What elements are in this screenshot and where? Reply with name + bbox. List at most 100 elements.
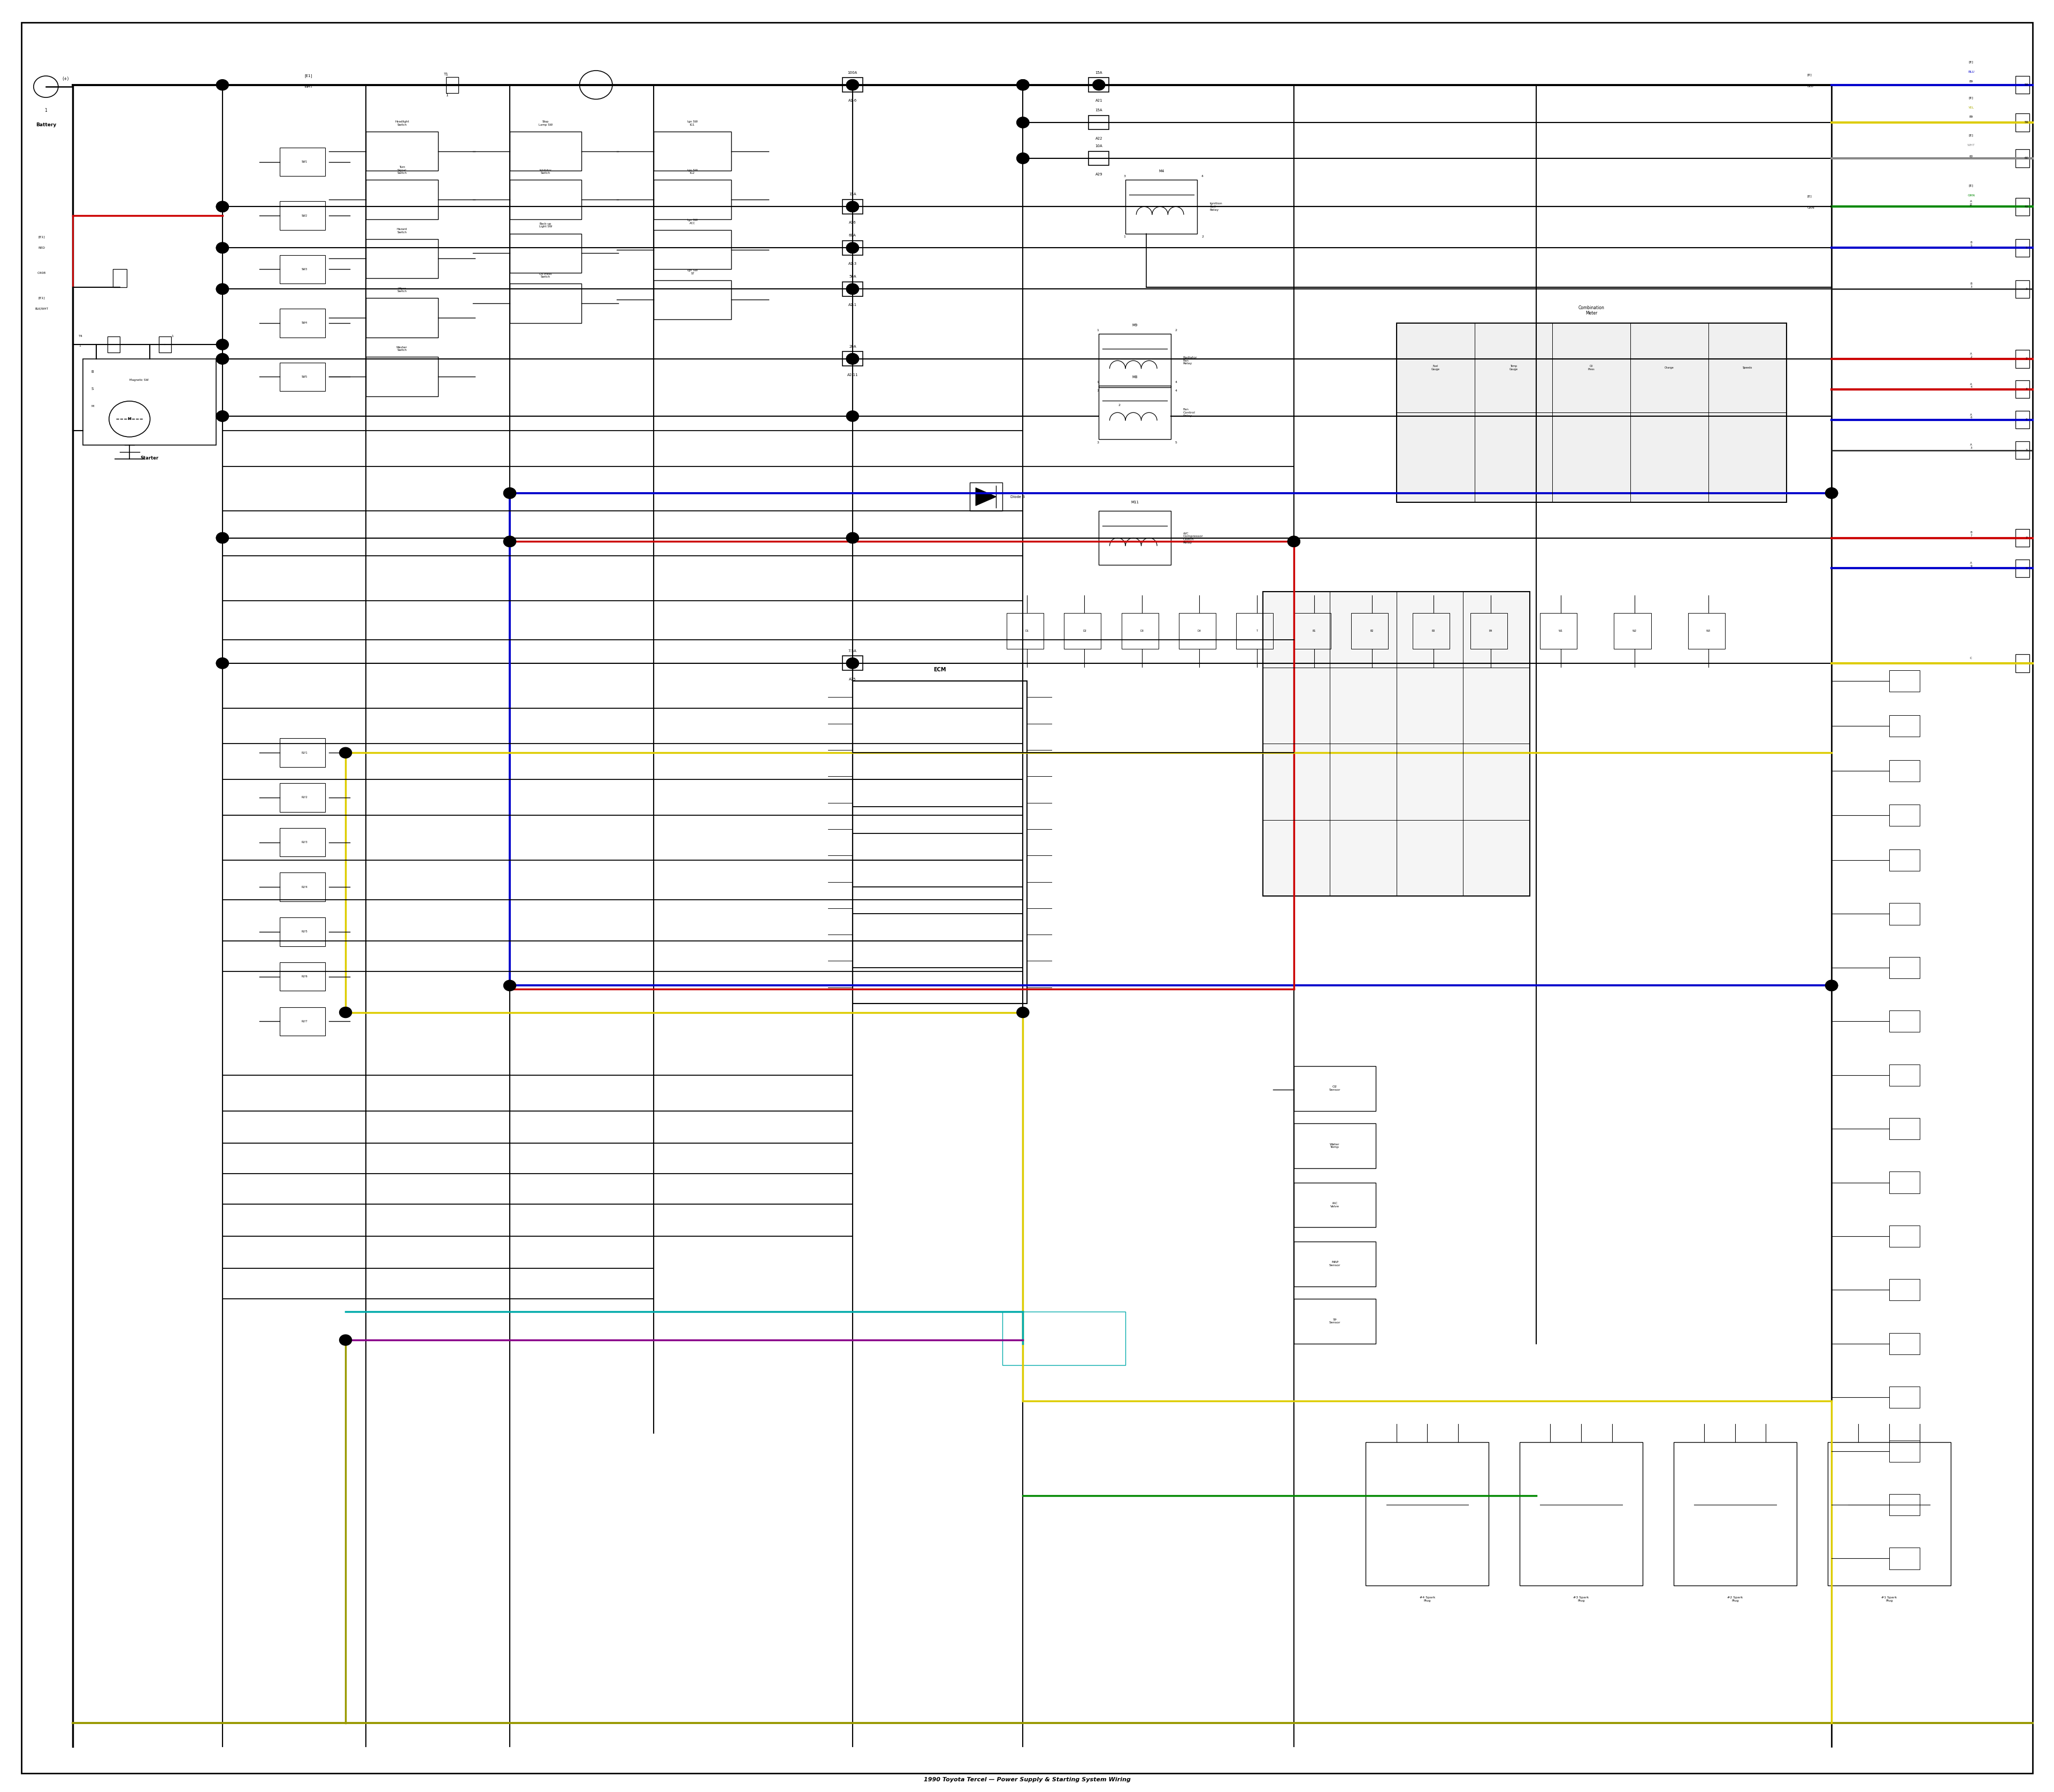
Bar [279, 201, 325, 229]
Text: SW1: SW1 [302, 161, 308, 163]
Bar [279, 254, 325, 283]
Text: 15A: 15A [1095, 109, 1103, 111]
Circle shape [503, 980, 516, 991]
Circle shape [339, 747, 351, 758]
Circle shape [216, 283, 228, 294]
Bar [2015, 197, 2029, 215]
Bar [158, 337, 170, 353]
Text: Hazard
Switch: Hazard Switch [396, 228, 407, 233]
Bar [1890, 1172, 1920, 1193]
Text: Stop
Lamp SW: Stop Lamp SW [538, 120, 553, 125]
Text: 3: 3 [2025, 289, 2027, 290]
Text: RED: RED [39, 247, 45, 249]
Bar [279, 873, 325, 901]
Bar [1089, 151, 1109, 165]
Text: Radiator
Fan
Relay: Radiator Fan Relay [1183, 357, 1197, 366]
Bar [509, 283, 581, 323]
Bar [1099, 385, 1171, 439]
Text: #2 Spark
Plug: #2 Spark Plug [1727, 1597, 1744, 1602]
Text: Combination
Meter: Combination Meter [1577, 305, 1604, 315]
Circle shape [1826, 487, 1838, 498]
Bar [653, 179, 731, 219]
Text: A
J2: A J2 [1970, 201, 1972, 206]
Text: SW5: SW5 [302, 375, 308, 378]
Text: 2: 2 [1117, 403, 1119, 407]
Text: Battery: Battery [35, 122, 55, 127]
Circle shape [216, 339, 228, 349]
Text: [E1]: [E1] [39, 297, 45, 299]
Text: B3: B3 [1432, 629, 1436, 633]
Text: 2: 2 [1202, 235, 1204, 238]
Text: 60: 60 [1970, 156, 1974, 158]
Text: 6: 6 [2025, 418, 2027, 421]
Bar [1294, 1242, 1376, 1287]
Text: RLY7: RLY7 [302, 1020, 308, 1023]
Circle shape [846, 353, 859, 364]
Text: 42: 42 [2025, 206, 2029, 208]
Text: TP
Sensor: TP Sensor [1329, 1319, 1341, 1324]
Circle shape [1017, 116, 1029, 127]
Text: Inhibitor
Switch: Inhibitor Switch [540, 168, 553, 174]
Text: Fuel
Gauge: Fuel Gauge [1432, 366, 1440, 371]
Bar [1890, 1118, 1920, 1140]
Text: [E]: [E] [1970, 185, 1974, 186]
Bar [1828, 1443, 1951, 1586]
Text: Ign SW
IG2: Ign SW IG2 [688, 168, 698, 174]
Bar [1688, 613, 1725, 649]
Text: A22: A22 [1095, 136, 1103, 140]
Text: Ignition
Coil
Relay: Ignition Coil Relay [1210, 202, 1222, 211]
Text: (+): (+) [62, 77, 70, 81]
Circle shape [216, 658, 228, 668]
Circle shape [846, 242, 859, 253]
Circle shape [216, 532, 228, 543]
Text: WHT: WHT [1968, 143, 1976, 147]
Bar [2015, 380, 2029, 398]
Text: W1: W1 [1559, 629, 1563, 633]
Text: Ign SW
IG1: Ign SW IG1 [688, 120, 698, 125]
Text: Magnetic SW: Magnetic SW [129, 378, 148, 382]
Bar [1294, 1183, 1376, 1228]
Bar [366, 297, 438, 337]
Bar [2015, 149, 2029, 167]
Bar [2015, 238, 2029, 256]
Text: Diode B: Diode B [1011, 495, 1025, 498]
Circle shape [1826, 980, 1838, 991]
Text: M9: M9 [1132, 323, 1138, 326]
Text: T1: T1 [444, 73, 448, 75]
Circle shape [846, 532, 859, 543]
Bar [366, 238, 438, 278]
Polygon shape [976, 487, 996, 505]
Circle shape [1826, 980, 1838, 991]
Text: M8: M8 [1132, 375, 1138, 378]
Text: Ign SW
ST: Ign SW ST [688, 269, 698, 274]
Text: Turn
Signal
Switch: Turn Signal Switch [396, 167, 407, 174]
Circle shape [216, 242, 228, 253]
Circle shape [1017, 152, 1029, 163]
Bar [2015, 349, 2029, 367]
Bar [1890, 849, 1920, 871]
Text: M11: M11 [1132, 500, 1138, 504]
Text: 1: 1 [45, 108, 47, 113]
Bar [842, 281, 863, 296]
Circle shape [846, 242, 859, 253]
Text: Oil Press
Switch: Oil Press Switch [540, 272, 553, 278]
Bar [2015, 441, 2029, 459]
Text: C408: C408 [37, 272, 45, 274]
Bar [1674, 1443, 1797, 1586]
Bar [1089, 77, 1109, 91]
Bar [1294, 613, 1331, 649]
Text: W2: W2 [1633, 629, 1637, 633]
Bar [1890, 670, 1920, 692]
Text: 3: 3 [1124, 176, 1126, 177]
Text: A2-11: A2-11 [846, 373, 859, 376]
Bar [1099, 511, 1171, 564]
Text: A2-1: A2-1 [848, 303, 857, 306]
Text: 1: 1 [170, 335, 173, 337]
Text: 15A: 15A [1095, 72, 1103, 73]
Bar [653, 280, 731, 319]
Circle shape [1288, 536, 1300, 547]
Circle shape [216, 353, 228, 364]
Text: M4: M4 [1158, 170, 1165, 172]
Text: 7.5A: 7.5A [848, 649, 857, 652]
Bar [842, 199, 863, 213]
